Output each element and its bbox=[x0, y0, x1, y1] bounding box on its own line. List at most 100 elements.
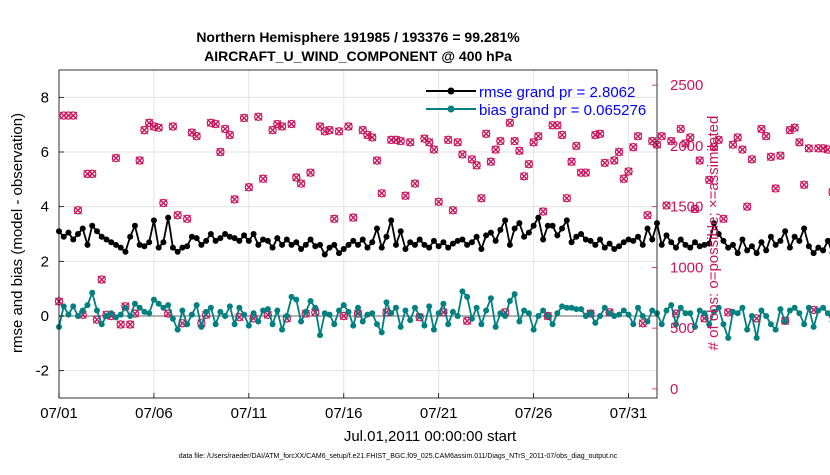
rmse-point bbox=[236, 238, 242, 244]
x-tick-label: 07/06 bbox=[135, 405, 173, 422]
bias-point bbox=[526, 310, 532, 316]
bias-point bbox=[645, 318, 651, 324]
left-tick-label: 8 bbox=[41, 89, 49, 106]
bias-point bbox=[455, 313, 461, 319]
bias-point bbox=[421, 323, 427, 329]
bias-point bbox=[450, 309, 456, 315]
rmse-point bbox=[89, 223, 95, 229]
obs-assimilated-point bbox=[663, 202, 670, 209]
obs-assimilated-point bbox=[805, 145, 812, 152]
left-tick-label: 4 bbox=[41, 199, 49, 216]
left-tick-label: -2 bbox=[36, 363, 49, 380]
bias-point bbox=[592, 320, 598, 326]
rmse-point bbox=[440, 239, 446, 245]
bias-point bbox=[796, 310, 802, 316]
bias-point bbox=[279, 327, 285, 333]
rmse-point bbox=[569, 239, 575, 245]
bias-point bbox=[236, 305, 242, 311]
obs-assimilated-point bbox=[772, 185, 779, 192]
bias-point bbox=[621, 308, 627, 314]
rmse-point bbox=[445, 245, 451, 251]
rmse-point bbox=[763, 247, 769, 253]
bias-point bbox=[402, 308, 408, 314]
bias-point bbox=[70, 303, 76, 309]
bias-point bbox=[355, 305, 361, 311]
legend-bias-marker bbox=[448, 106, 455, 113]
bias-point bbox=[94, 308, 100, 314]
obs-assimilated-point bbox=[739, 146, 746, 153]
bias-point bbox=[284, 313, 290, 319]
rmse-point bbox=[194, 235, 200, 241]
rmse-point bbox=[493, 238, 499, 244]
bias-point bbox=[763, 313, 769, 319]
bias-point bbox=[640, 313, 646, 319]
bias-point bbox=[170, 316, 176, 322]
bias-point bbox=[412, 305, 418, 311]
data-file-footnote: data file: /Users/raeder/DAI/ATM_forcXX/… bbox=[179, 453, 618, 460]
rmse-point bbox=[635, 234, 641, 240]
legend-rmse-marker bbox=[448, 88, 455, 95]
bias-point bbox=[327, 312, 333, 318]
obs-assimilated-point bbox=[734, 134, 741, 141]
rmse-point bbox=[346, 242, 352, 248]
rmse-point bbox=[146, 239, 152, 245]
rmse-point bbox=[426, 245, 432, 251]
rmse-point bbox=[811, 250, 817, 256]
bias-point bbox=[478, 321, 484, 327]
obs-assimilated-point bbox=[758, 125, 765, 132]
rmse-point bbox=[744, 247, 750, 253]
rmse-point bbox=[640, 242, 646, 248]
bias-point bbox=[246, 323, 252, 329]
chart-title-line-1: Northern Hemisphere 191985 / 193376 = 99… bbox=[196, 29, 520, 45]
bias-point bbox=[179, 308, 185, 314]
bias-point bbox=[782, 318, 788, 324]
bias-point bbox=[459, 288, 465, 294]
rmse-point bbox=[564, 217, 570, 223]
rmse-point bbox=[616, 243, 622, 249]
bias-point bbox=[469, 316, 475, 322]
rmse-point bbox=[388, 217, 394, 223]
bias-point bbox=[270, 321, 276, 327]
rmse-point bbox=[412, 242, 418, 248]
rmse-point bbox=[668, 239, 674, 245]
rmse-point bbox=[398, 228, 404, 234]
rmse-point bbox=[607, 241, 613, 247]
bias-point bbox=[227, 303, 233, 309]
bias-point bbox=[303, 309, 309, 315]
bias-point bbox=[99, 321, 105, 327]
left-tick-label: 6 bbox=[41, 144, 49, 161]
rmse-point bbox=[692, 239, 698, 245]
rmse-point bbox=[208, 231, 214, 237]
obs-assimilated-point bbox=[767, 153, 774, 160]
bias-point bbox=[61, 303, 67, 309]
obs-assimilated-point bbox=[729, 141, 736, 148]
x-axis-label: Jul.01,2011 00:00:00 start bbox=[344, 428, 517, 445]
left-y-axis-label: rmse and bias (model - observation) bbox=[9, 113, 26, 353]
bias-point bbox=[388, 310, 394, 316]
bias-point bbox=[65, 312, 71, 318]
rmse-point bbox=[820, 247, 826, 253]
bias-point bbox=[383, 299, 389, 305]
bias-point bbox=[678, 305, 684, 311]
rmse-point bbox=[141, 243, 147, 249]
rmse-point bbox=[417, 236, 423, 242]
bias-point bbox=[531, 327, 537, 333]
bias-point bbox=[255, 318, 261, 324]
rmse-point bbox=[796, 238, 802, 244]
rmse-point bbox=[170, 245, 176, 251]
rmse-point bbox=[156, 245, 162, 251]
bias-point bbox=[792, 305, 798, 311]
rmse-point bbox=[308, 236, 314, 242]
rmse-point bbox=[540, 236, 546, 242]
chart-title-line-2: AIRCRAFT_U_WIND_COMPONENT @ 400 hPa bbox=[204, 48, 512, 64]
rmse-point bbox=[801, 226, 807, 232]
bias-point bbox=[132, 301, 138, 307]
bias-point bbox=[184, 321, 190, 327]
rmse-point bbox=[436, 243, 442, 249]
bias-point bbox=[806, 305, 812, 311]
bias-point bbox=[754, 335, 760, 341]
right-tick-label: 500 bbox=[670, 320, 695, 337]
rmse-point bbox=[512, 226, 518, 232]
rmse-point bbox=[488, 230, 494, 236]
rmse-point bbox=[630, 238, 636, 244]
